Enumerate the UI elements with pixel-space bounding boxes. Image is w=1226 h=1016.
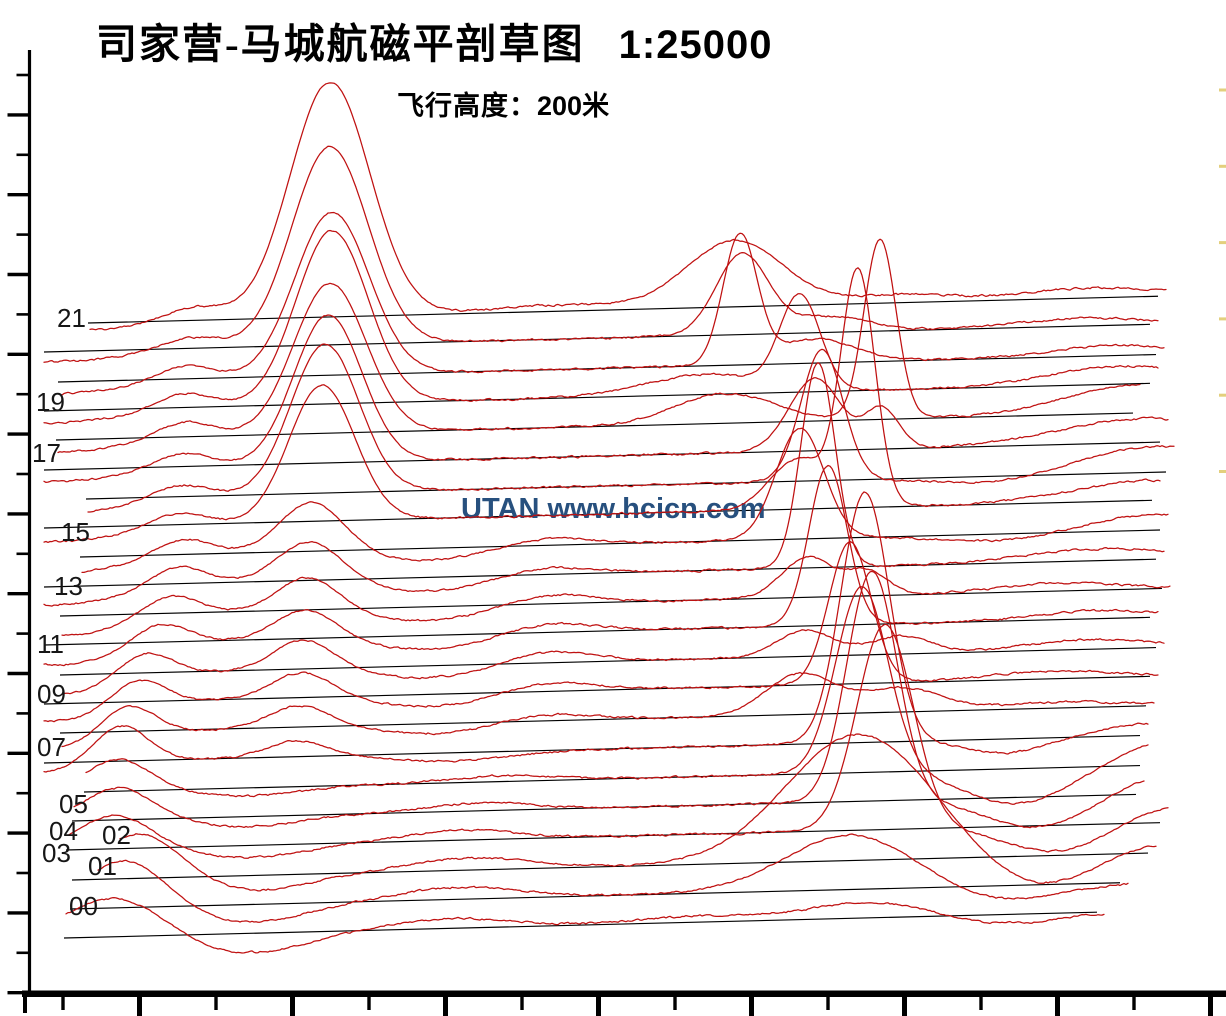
profile-baseline-17 — [55, 412, 1134, 441]
profile-baseline-09 — [59, 647, 1157, 676]
profile-baseline-18 — [43, 382, 1151, 412]
profile-baseline-10 — [43, 616, 1151, 646]
profile-label-11: 11 — [37, 629, 64, 659]
profile-baseline-00 — [63, 911, 1098, 939]
map-scale-text: 1:25000 — [618, 23, 773, 67]
profile-label-13: 13 — [54, 571, 83, 601]
profile-baseline-01 — [69, 882, 1121, 910]
profile-curve-17 — [57, 238, 1141, 454]
y-axis — [7, 50, 32, 997]
profile-label-15: 15 — [61, 517, 90, 547]
right-edge-ticks — [1219, 88, 1226, 473]
profile-curve-15 — [87, 343, 1175, 513]
profile-curve-12 — [43, 361, 1165, 607]
profile-curve-08 — [43, 540, 1159, 723]
profile-curve-06 — [43, 491, 1149, 773]
profile-label-01: 01 — [88, 851, 117, 881]
profile-curve-16 — [43, 314, 1169, 484]
profile-curve-20 — [43, 145, 1159, 363]
profile-baselines — [43, 295, 1167, 939]
profile-curve-03 — [67, 623, 1169, 859]
profile-label-09: 09 — [37, 679, 66, 709]
profile-baseline-07 — [59, 705, 1147, 734]
profile-curve-01 — [97, 833, 1129, 923]
flight-altitude-unit: 米 — [582, 91, 610, 121]
profile-curve-09 — [61, 629, 1165, 695]
profile-baseline-21 — [87, 295, 1159, 324]
profile-baseline-13 — [79, 529, 1161, 558]
profile-baseline-02 — [71, 852, 1149, 881]
x-axis-line — [22, 990, 1226, 997]
profile-curve-14 — [43, 267, 1161, 544]
profile-curve-18 — [43, 229, 1159, 425]
flight-altitude-value: 200 — [537, 91, 583, 121]
profile-label-05: 05 — [59, 789, 88, 819]
profile-baseline-08 — [43, 675, 1151, 705]
map-title-text: 司家营-马城航磁平剖草图 — [96, 21, 585, 67]
profile-curve-05 — [85, 585, 1149, 805]
profile-label-19: 19 — [36, 387, 65, 417]
profile-label-21: 21 — [57, 303, 86, 333]
profile-curve-07 — [61, 671, 1155, 748]
profile-curve-19 — [59, 211, 1165, 396]
profile-curve-13 — [81, 427, 1169, 574]
profile-label-07: 07 — [37, 732, 66, 762]
profile-label-02: 02 — [102, 820, 131, 850]
watermark-text: UTAN www.hcicn.com — [461, 493, 766, 525]
profile-curve-04 — [73, 570, 1145, 829]
profile-label-04: 04 — [49, 816, 78, 846]
profile-baseline-05 — [83, 765, 1141, 793]
profile-baseline-19 — [57, 353, 1157, 383]
page-title: 司家营-马城航磁平剖草图 1:25000 — [96, 10, 772, 70]
profile-label-00: 00 — [69, 891, 98, 921]
flight-altitude-subtitle: 飞行高度：200米 — [397, 84, 609, 123]
profile-curve-11 — [61, 555, 1171, 637]
profile-curve-10 — [43, 464, 1159, 667]
profile-baseline-11 — [59, 587, 1163, 617]
profile-curve-00 — [65, 896, 1105, 954]
profile-label-17: 17 — [32, 438, 61, 468]
profile-curve-02 — [119, 733, 1157, 892]
profile-baseline-12 — [43, 558, 1157, 588]
x-axis — [22, 990, 1226, 1016]
flight-altitude-label: 飞行高度： — [397, 91, 537, 121]
profile-curve-21 — [89, 82, 1167, 331]
profile-label-03: 03 — [42, 838, 71, 868]
profile-curves — [43, 82, 1175, 954]
